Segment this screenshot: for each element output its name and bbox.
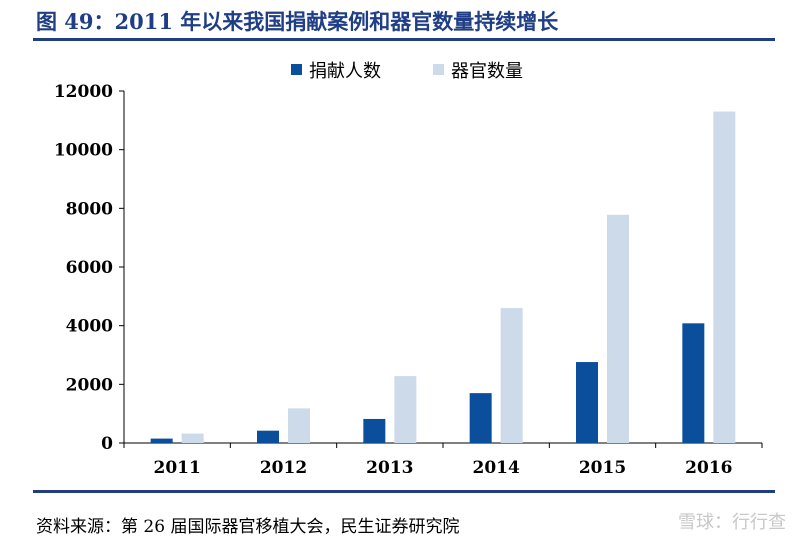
y-tick-label: 12000 — [54, 82, 113, 102]
bar-donors-2016 — [682, 323, 705, 443]
y-tick-label: 2000 — [66, 375, 113, 395]
x-tick-label: 2013 — [366, 458, 413, 478]
x-tick-label: 2012 — [260, 458, 307, 478]
legend-label: 器官数量 — [451, 61, 523, 82]
x-tick-label: 2015 — [579, 458, 626, 478]
x-tick-label: 2016 — [685, 458, 732, 478]
bar-organs-2013 — [394, 376, 417, 443]
bar-organs-2012 — [288, 408, 310, 443]
y-tick-label: 4000 — [66, 317, 113, 337]
x-tick-label: 2014 — [473, 458, 520, 478]
y-tick-label: 6000 — [66, 258, 113, 278]
bar-donors-2011 — [150, 438, 173, 443]
bar-organs-2015 — [607, 214, 629, 443]
bar-donors-2015 — [576, 362, 598, 443]
bar-donors-2012 — [257, 430, 279, 443]
y-tick-label: 0 — [101, 434, 113, 454]
bar-donors-2014 — [469, 393, 492, 443]
source-note: 资料来源：第 26 届国际器官移植大会，民生证券研究院 — [36, 517, 460, 537]
source-rule — [33, 490, 775, 493]
bar-organs-2014 — [500, 308, 523, 443]
legend-swatch — [433, 64, 444, 75]
title-rule — [33, 38, 775, 41]
legend-label: 捐献人数 — [309, 61, 381, 82]
bar-organs-2016 — [713, 111, 736, 444]
legend-swatch — [291, 64, 302, 75]
y-tick-label: 10000 — [54, 141, 113, 161]
watermark: 雪球：行行查 — [678, 512, 786, 533]
y-tick-label: 8000 — [66, 199, 113, 219]
bar-organs-2011 — [181, 433, 204, 443]
bar-donors-2013 — [363, 418, 386, 443]
figure-title: 图 49：2011 年以来我国捐献案例和器官数量持续增长 — [36, 9, 559, 34]
x-tick-label: 2011 — [154, 458, 201, 478]
